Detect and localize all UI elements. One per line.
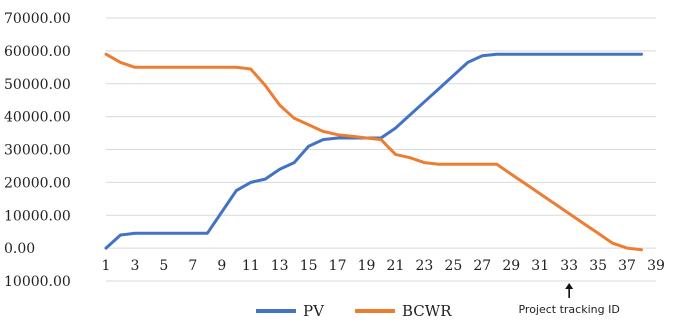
x-tick-label: 37 [618, 258, 636, 274]
series-lines [104, 52, 643, 252]
x-tick-label: 25 [444, 258, 462, 274]
x-tick-label: 39 [647, 258, 665, 274]
legend: PV BCWR [256, 302, 452, 320]
x-tick-label: 1 [102, 258, 111, 274]
x-tick-label: 9 [217, 258, 226, 274]
x-tick-label: 11 [242, 258, 260, 274]
x-tick-label: 33 [560, 258, 578, 274]
y-tick-label: 10000.00 [4, 274, 71, 290]
gridlines [106, 17, 656, 282]
y-tick-label: 60000.00 [4, 44, 71, 60]
series-line-bcwr [104, 52, 643, 252]
x-tick-label: 19 [358, 258, 376, 274]
x-tick-label: 21 [387, 258, 405, 274]
y-tick-label: 40000.00 [4, 110, 71, 126]
x-tick-label: 17 [329, 258, 347, 274]
y-tick-label: 50000.00 [4, 77, 71, 93]
y-axis-ticks: 70000.00 60000.00 50000.00 40000.00 30000.00… [4, 11, 71, 290]
x-tick-label: 13 [271, 258, 289, 274]
x-tick-label: 5 [159, 258, 168, 274]
y-tick-label: 0.00 [4, 241, 35, 257]
x-tick-label: 35 [589, 258, 607, 274]
legend-label: PV [303, 302, 325, 320]
y-tick-label: 30000.00 [4, 143, 71, 159]
annotation: Project tracking ID [518, 283, 620, 316]
x-tick-label: 27 [473, 258, 491, 274]
x-tick-label: 23 [416, 258, 434, 274]
x-tick-label: 3 [130, 258, 139, 274]
y-tick-label: 70000.00 [4, 11, 71, 27]
annotation-arrowhead [565, 283, 574, 289]
y-tick-label: 10000.00 [4, 208, 71, 224]
annotation-label: Project tracking ID [518, 303, 619, 316]
x-tick-label: 15 [300, 258, 318, 274]
legend-label: BCWR [402, 302, 452, 320]
x-axis-ticks: 1 3 5 7 9 11 13 15 17 19 21 23 25 27 29 31 33 35 37 39 [102, 258, 665, 274]
x-tick-label: 31 [531, 258, 549, 274]
x-tick-label: 7 [188, 258, 197, 274]
x-tick-label: 29 [502, 258, 520, 274]
y-tick-label: 20000.00 [4, 175, 71, 191]
